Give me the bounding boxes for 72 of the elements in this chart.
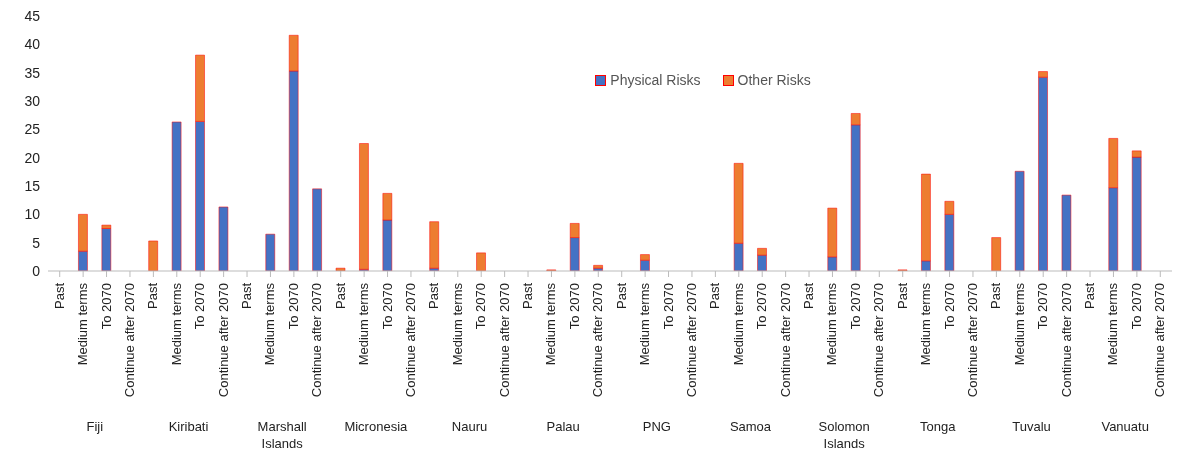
text: Vanuatu [1101,419,1149,434]
text: Tuvalu [1012,419,1051,434]
x-tick-label: Medium terms [262,282,278,366]
x-tick-label: Continue after 2070 [683,283,699,398]
legend-label: Physical Risks [610,72,701,88]
x-tick-label: Medium terms [356,282,372,366]
y-tick-label: 45 [24,7,41,24]
text: PNG [642,419,671,434]
y-tick-label: 0 [32,262,41,279]
x-tick-label: Past [1082,282,1098,310]
text: Samoa [729,419,772,434]
x-tick-label: Medium terms [1011,282,1027,366]
x-tick-label: To 2070 [941,283,957,330]
y-tick-label: 30 [24,92,41,109]
x-tick-label: To 2070 [1035,283,1051,330]
text: Solomon Islands [818,419,870,451]
x-tick-label: Past [988,282,1004,310]
y-tick-label: 25 [24,121,41,138]
x-tick-label: Past [239,282,255,310]
text: Tonga [920,419,957,434]
x-tick-label: Medium terms [824,282,840,366]
x-tick-label: Continue after 2070 [402,283,418,398]
x-tick-label: To 2070 [98,283,114,330]
x-tick-label: Continue after 2070 [496,283,512,398]
x-tick-label: Medium terms [918,282,934,366]
y-tick-label: 15 [24,177,41,194]
x-tick-label: Past [613,282,629,310]
x-tick-label: Past [145,282,161,310]
text: Nauru [451,419,488,434]
text: Micronesia [344,419,409,434]
x-tick-label: To 2070 [1128,283,1144,330]
x-tick-label: Past [426,282,442,310]
text: Kiribati [168,419,209,434]
text: Fiji [86,419,104,434]
x-tick-label: Past [520,282,536,310]
y-tick-label: 10 [24,206,41,223]
x-tick-label: To 2070 [192,283,208,330]
x-tick-label: Continue after 2070 [1058,283,1074,398]
y-tick-label: 35 [24,64,41,81]
x-tick-label: Medium terms [449,282,465,366]
y-tick-label: 5 [32,234,41,251]
x-tick-label: Continue after 2070 [590,283,606,398]
x-tick-label: Medium terms [730,282,746,366]
x-tick-label: Continue after 2070 [1152,283,1168,398]
legend-label: Other Risks [737,72,811,88]
x-tick-label: Past [894,282,910,310]
x-tick-label: Continue after 2070 [777,283,793,398]
x-tick-label: Medium terms [168,282,184,366]
x-tick-label: Medium terms [543,282,559,366]
x-tick-label: To 2070 [566,283,582,330]
x-tick-label: To 2070 [379,283,395,330]
x-tick-label: To 2070 [660,283,676,330]
x-tick-label: Continue after 2070 [121,283,137,398]
x-tick-label: Continue after 2070 [871,283,887,398]
x-tick-label: Past [707,282,723,310]
x-tick-label: Past [801,282,817,310]
x-tick-label: Medium terms [1105,282,1121,366]
x-tick-label: To 2070 [473,283,489,330]
x-tick-label: To 2070 [285,283,301,330]
x-tick-label: Continue after 2070 [309,283,325,398]
x-tick-label: Past [51,282,67,310]
x-tick-label: Past [332,282,348,310]
text: Marshall Islands [257,419,307,451]
x-tick-label: Medium terms [637,282,653,366]
x-tick-label: Continue after 2070 [215,283,231,398]
x-tick-label: Medium terms [75,282,91,366]
x-tick-label: Continue after 2070 [964,283,980,398]
x-tick-label: To 2070 [754,283,770,330]
x-tick-label: To 2070 [847,283,863,330]
y-tick-label: 20 [24,149,41,166]
y-tick-label: 40 [24,36,41,53]
text: Palau [546,419,580,434]
